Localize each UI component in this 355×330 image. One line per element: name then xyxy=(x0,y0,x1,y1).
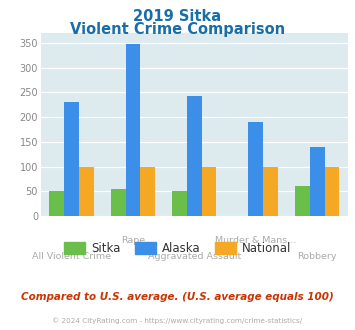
Text: 2019 Sitka: 2019 Sitka xyxy=(133,9,222,24)
Bar xyxy=(248,122,263,216)
Bar xyxy=(172,191,187,216)
Bar xyxy=(263,167,278,216)
Bar xyxy=(187,96,202,216)
Text: Rape: Rape xyxy=(121,236,145,245)
Text: Violent Crime Comparison: Violent Crime Comparison xyxy=(70,22,285,37)
Legend: Sitka, Alaska, National: Sitka, Alaska, National xyxy=(59,237,296,260)
Bar xyxy=(324,167,339,216)
Text: Aggravated Assault: Aggravated Assault xyxy=(148,252,241,261)
Bar xyxy=(126,44,140,216)
Bar xyxy=(202,167,217,216)
Bar xyxy=(111,189,126,216)
Text: © 2024 CityRating.com - https://www.cityrating.com/crime-statistics/: © 2024 CityRating.com - https://www.city… xyxy=(53,317,302,324)
Text: Compared to U.S. average. (U.S. average equals 100): Compared to U.S. average. (U.S. average … xyxy=(21,292,334,302)
Bar xyxy=(79,167,94,216)
Text: All Violent Crime: All Violent Crime xyxy=(32,252,111,261)
Bar xyxy=(295,186,310,216)
Bar xyxy=(49,191,64,216)
Text: Murder & Mans...: Murder & Mans... xyxy=(215,236,296,245)
Bar xyxy=(310,147,324,216)
Text: Robbery: Robbery xyxy=(297,252,337,261)
Bar xyxy=(64,102,79,216)
Bar xyxy=(140,167,155,216)
